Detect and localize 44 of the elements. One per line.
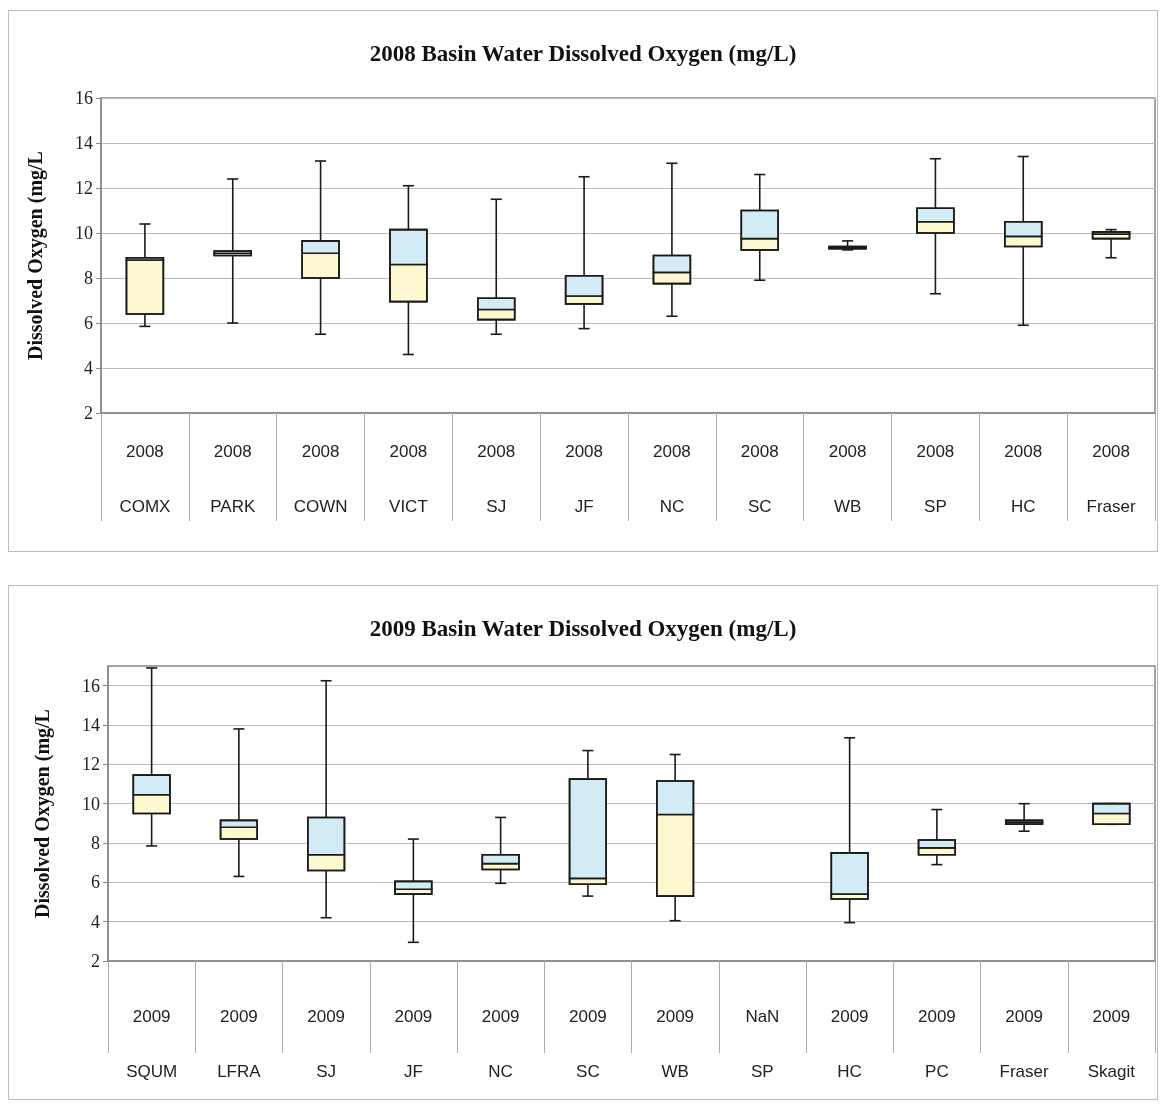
- category-label: 2009 JF: [394, 1007, 433, 1081]
- category-label: NaN SP: [745, 1007, 780, 1081]
- category-label: 2009 LFRA: [217, 1007, 261, 1081]
- category-label: 2009 PC: [917, 1007, 956, 1081]
- category-label: 2008 COWN: [293, 442, 348, 516]
- category-label: 2008 VICT: [389, 442, 428, 516]
- y-tick-label: 14: [82, 715, 100, 735]
- category-label: 2009 WB: [656, 1007, 695, 1081]
- y-tick-label: 16: [75, 88, 93, 108]
- category-label: 2008 PARK: [210, 442, 256, 516]
- category-label: 2009 SC: [568, 1007, 607, 1081]
- category-label: 2008 SJ: [477, 442, 516, 516]
- y-tick-label: 10: [82, 793, 100, 814]
- chart-title: 2008 Basin Water Dissolved Oxygen (mg/L): [369, 41, 797, 66]
- y-tick-label: 2: [84, 403, 93, 423]
- category-label: 2008 COMX: [119, 442, 171, 516]
- category-label: 2008 WB: [828, 442, 867, 516]
- y-axis-title: Dissolved Oxygen (mg/L: [24, 151, 47, 360]
- category-label: 2008 NC: [653, 442, 691, 516]
- y-tick-label: 14: [75, 133, 93, 153]
- category-label: 2008 Fraser: [1086, 442, 1136, 516]
- category-label: 2009 Skagit: [1087, 1007, 1135, 1081]
- y-tick-label: 12: [75, 178, 93, 198]
- category-label: 2008 JF: [565, 442, 603, 516]
- y-tick-label: 8: [91, 833, 100, 853]
- y-tick-label: 12: [82, 754, 100, 775]
- y-tick-label: 6: [91, 872, 100, 893]
- category-label: 2009 HC: [830, 1007, 869, 1081]
- y-tick-label: 2: [91, 951, 100, 971]
- y-tick-label: 4: [84, 358, 93, 378]
- chart-title: 2009 Basin Water Dissolved Oxygen (mg/L): [369, 616, 797, 641]
- category-label: 2008 SP: [916, 442, 955, 516]
- y-tick-label: 16: [82, 675, 100, 696]
- category-label: 2009 Fraser: [999, 1007, 1049, 1081]
- y-tick-label: 8: [84, 268, 93, 288]
- y-axis-title: Dissolved Oxygen (mg/L: [31, 709, 54, 918]
- y-tick-label: 10: [75, 223, 93, 243]
- y-tick-label: 6: [84, 313, 93, 333]
- category-label: 2008 SC: [740, 442, 779, 516]
- category-label: 2009 SQUM: [126, 1007, 178, 1081]
- category-label: 2009 SJ: [307, 1007, 346, 1081]
- y-tick-label: 4: [91, 911, 100, 932]
- category-label: 2009 NC: [481, 1007, 520, 1081]
- category-label: 2008 HC: [1004, 442, 1043, 516]
